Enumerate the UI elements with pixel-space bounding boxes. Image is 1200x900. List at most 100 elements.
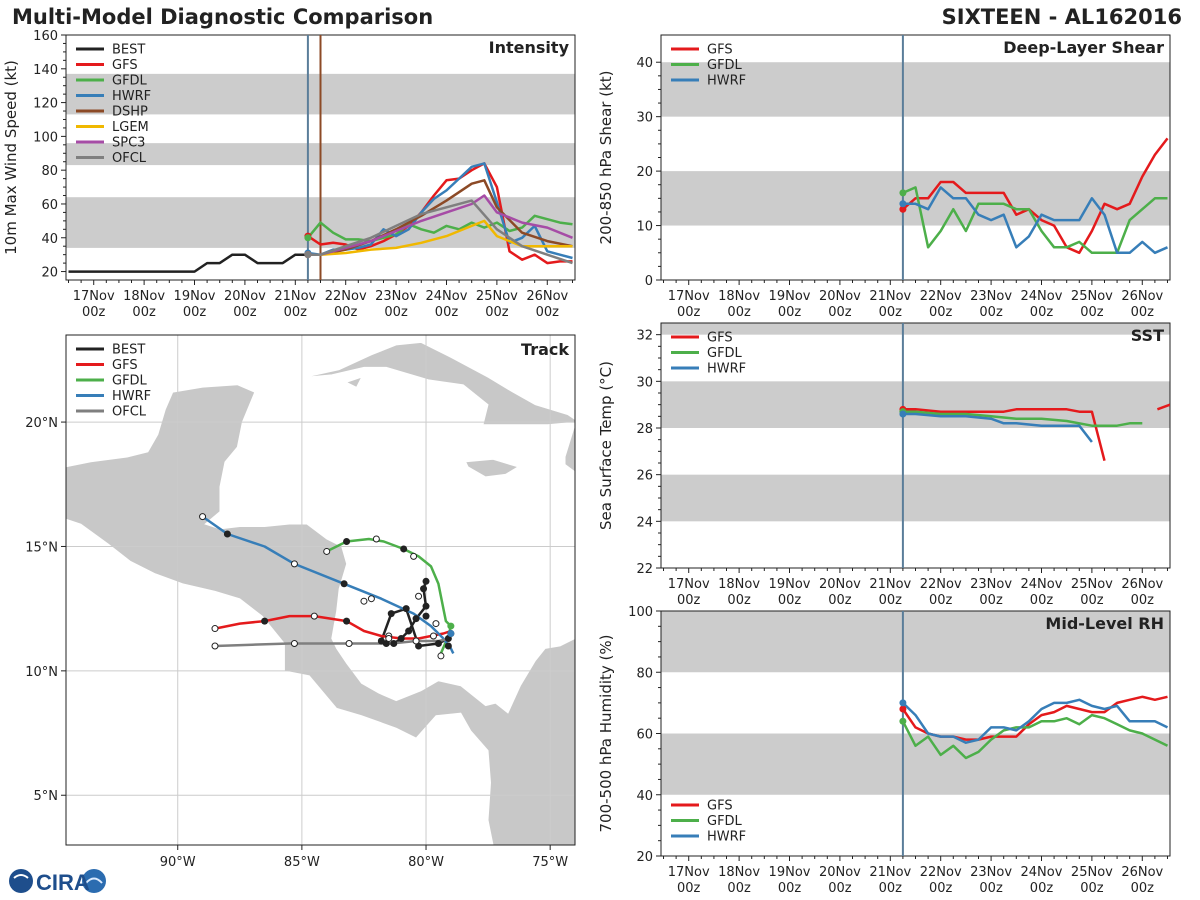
logo-text: CIRA bbox=[36, 870, 90, 895]
track-forecast-marker bbox=[372, 535, 380, 543]
intensity-xtick-label: 00z bbox=[183, 305, 207, 320]
sst-xtick-label: 00z bbox=[1131, 593, 1155, 608]
rh-panel: 2040608010017Nov00z18Nov00z19Nov00z20Nov… bbox=[597, 605, 1171, 896]
intensity-xtick-label: 19Nov bbox=[174, 289, 216, 304]
intensity-xtick-label: 21Nov bbox=[274, 289, 316, 304]
sst-xtick-label: 17Nov bbox=[668, 577, 710, 592]
rh-xtick-label: 00z bbox=[979, 881, 1003, 896]
rh-xtick-label: 00z bbox=[1030, 881, 1054, 896]
intensity-ytick-label: 160 bbox=[33, 29, 58, 44]
track-position-marker bbox=[340, 580, 348, 588]
shear-ytick-label: 0 bbox=[645, 274, 653, 289]
sst-shade-band bbox=[661, 323, 1170, 335]
sst-title: SST bbox=[1131, 326, 1164, 345]
intensity-title: Intensity bbox=[489, 38, 570, 57]
sst-series-gfs bbox=[1156, 403, 1170, 411]
track-ytick-label: 20°N bbox=[25, 416, 58, 431]
intensity-xtick-label: 26Nov bbox=[526, 289, 568, 304]
sst-ytick-label: 32 bbox=[636, 329, 653, 344]
rh-title: Mid-Level RH bbox=[1045, 614, 1164, 633]
rh-legend-label-gfs: GFS bbox=[707, 799, 733, 814]
intensity-xtick-label: 18Nov bbox=[123, 289, 165, 304]
track-position-marker bbox=[420, 585, 428, 593]
track-legend-label-best: BEST bbox=[112, 343, 145, 358]
rh-init-point-gfdl bbox=[899, 717, 907, 725]
sst-xtick-label: 21Nov bbox=[869, 577, 911, 592]
shear-xtick-label: 18Nov bbox=[718, 289, 760, 304]
rh-xtick-label: 00z bbox=[778, 881, 802, 896]
sst-legend-label-hwrf: HWRF bbox=[707, 362, 746, 377]
track-legend-label-ofcl: OFCL bbox=[112, 405, 147, 420]
shear-xtick-label: 17Nov bbox=[668, 289, 710, 304]
track-position-marker bbox=[390, 639, 398, 647]
shear-ylabel: 200-850 hPa Shear (kt) bbox=[597, 71, 615, 245]
sst-xtick-label: 00z bbox=[778, 593, 802, 608]
track-forecast-marker bbox=[310, 612, 318, 620]
intensity-ytick-label: 40 bbox=[41, 232, 58, 247]
shear-series-hwrf bbox=[902, 186, 1169, 255]
intensity-ytick-label: 100 bbox=[33, 130, 58, 145]
intensity-legend-label-hwrf: HWRF bbox=[112, 89, 151, 104]
rh-xtick-label: 00z bbox=[677, 881, 701, 896]
track-forecast-marker bbox=[410, 552, 418, 560]
track-ytick-label: 10°N bbox=[25, 665, 58, 680]
rh-series-hwrf bbox=[902, 698, 1169, 744]
intensity-legend-label-ofcl: OFCL bbox=[112, 151, 147, 166]
shear-xtick-label: 00z bbox=[979, 305, 1003, 320]
track-position-marker bbox=[377, 637, 385, 645]
sst-shade-band bbox=[661, 474, 1170, 522]
intensity-series-ofcl bbox=[307, 199, 573, 265]
intensity-series-dshp bbox=[307, 179, 573, 256]
track-legend-label-gfs: GFS bbox=[112, 358, 138, 373]
intensity-ytick-label: 140 bbox=[33, 63, 58, 78]
track-position-marker bbox=[434, 639, 442, 647]
sst-series-hwrf bbox=[902, 412, 1093, 443]
land-mass bbox=[465, 458, 519, 478]
rh-xtick-label: 26Nov bbox=[1121, 865, 1163, 880]
sst-xtick-label: 26Nov bbox=[1121, 577, 1163, 592]
intensity-xtick-label: 20Nov bbox=[224, 289, 266, 304]
rh-xtick-label: 23Nov bbox=[970, 865, 1012, 880]
track-frame bbox=[65, 334, 576, 846]
rh-xtick-label: 00z bbox=[828, 881, 852, 896]
track-position-marker bbox=[397, 635, 405, 643]
shear-init-point-gfs bbox=[899, 205, 907, 213]
shear-legend-label-gfs: GFS bbox=[707, 43, 733, 58]
land-mass bbox=[304, 342, 575, 426]
track-forecast-marker bbox=[429, 632, 437, 640]
rh-shade-band bbox=[661, 733, 1170, 795]
track-position-marker bbox=[422, 612, 430, 620]
intensity-legend-label-best: BEST bbox=[112, 43, 145, 58]
shear-ytick-label: 40 bbox=[636, 56, 653, 71]
sst-xtick-label: 18Nov bbox=[718, 577, 760, 592]
shear-title: Deep-Layer Shear bbox=[1003, 38, 1164, 57]
intensity-legend-label-gfdl: GFDL bbox=[112, 74, 148, 89]
track-position-marker bbox=[422, 577, 430, 585]
rh-xtick-label: 20Nov bbox=[819, 865, 861, 880]
track-title: Track bbox=[521, 340, 569, 359]
sst-init-point-hwrf bbox=[899, 410, 907, 418]
sst-panel: 22242628303217Nov00z18Nov00z19Nov00z20No… bbox=[597, 322, 1171, 608]
track-init-point bbox=[447, 622, 455, 630]
track-position-marker bbox=[343, 617, 351, 625]
track-position-marker bbox=[405, 627, 413, 635]
track-forecast-marker bbox=[290, 639, 298, 647]
track-position-marker bbox=[444, 642, 452, 650]
track-xtick-label: 90°W bbox=[160, 855, 196, 870]
sst-ytick-label: 24 bbox=[636, 515, 653, 530]
track-position-marker bbox=[412, 615, 420, 623]
rh-xtick-label: 19Nov bbox=[769, 865, 811, 880]
intensity-init-point-gfdl bbox=[304, 234, 312, 242]
track-xtick-label: 75°W bbox=[532, 855, 568, 870]
rh-xtick-label: 00z bbox=[1131, 881, 1155, 896]
rh-ytick-label: 20 bbox=[636, 850, 653, 865]
rh-ytick-label: 40 bbox=[636, 789, 653, 804]
cira-logo: CIRA bbox=[6, 866, 110, 900]
track-forecast-marker bbox=[367, 595, 375, 603]
track-forecast-marker bbox=[412, 637, 420, 645]
sst-xtick-label: 23Nov bbox=[970, 577, 1012, 592]
track-forecast-marker bbox=[211, 642, 219, 650]
sst-ylabel: Sea Surface Temp (°C) bbox=[597, 361, 615, 530]
sst-xtick-label: 20Nov bbox=[819, 577, 861, 592]
track-map-area bbox=[66, 335, 575, 845]
